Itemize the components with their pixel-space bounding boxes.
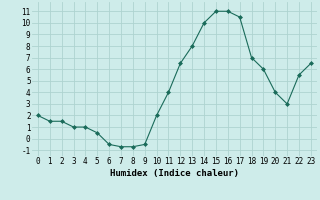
X-axis label: Humidex (Indice chaleur): Humidex (Indice chaleur) [110,169,239,178]
